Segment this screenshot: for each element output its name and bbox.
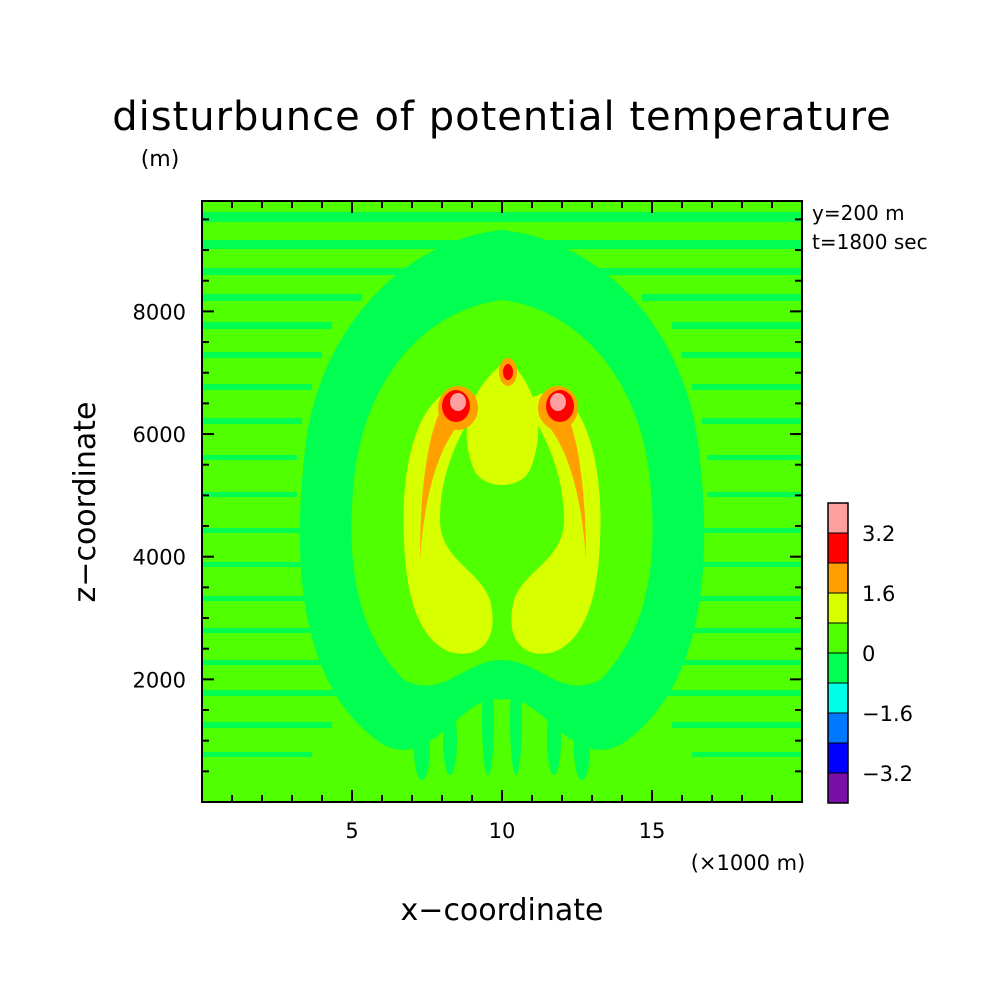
y-tick-label: 6000 <box>133 423 186 447</box>
colorbar-label: 3.2 <box>862 522 895 546</box>
y-tick-label: 8000 <box>133 300 186 324</box>
warm-center-column <box>466 360 539 485</box>
colorbar-swatch <box>827 652 849 684</box>
colorbar-label: 1.6 <box>862 582 895 606</box>
y-tick-labels: 2000 4000 6000 8000 <box>133 300 186 692</box>
colorbar-swatch <box>827 682 849 714</box>
y-tick-label: 2000 <box>133 668 186 692</box>
x-axis-label: x−coordinate <box>401 893 604 928</box>
red-core-center <box>503 364 513 380</box>
x-tick-label: 5 <box>345 819 358 843</box>
colorbar-label: −3.2 <box>862 762 913 786</box>
x-tick-label: 10 <box>489 819 516 843</box>
colorbar-label: −1.6 <box>862 702 913 726</box>
cool-streaks <box>414 665 590 780</box>
cool-bands <box>202 212 802 757</box>
colorbar-swatch <box>827 562 849 594</box>
annotation-t: t=1800 sec <box>812 230 928 254</box>
pink-max-left <box>450 393 466 411</box>
chart-title: disturbunce of potential temperature <box>112 94 892 140</box>
colorbar-swatch <box>827 502 849 534</box>
colorbar-frame <box>827 502 849 804</box>
x-unit-label: (×1000 m) <box>691 851 806 875</box>
colorbar-swatch <box>827 712 849 744</box>
pink-max-right <box>550 393 566 411</box>
x-tick-label: 15 <box>639 819 666 843</box>
y-tick-label: 4000 <box>133 546 186 570</box>
colorbar-label: 0 <box>862 642 875 666</box>
annotation-y: y=200 m <box>812 201 905 225</box>
colorbar-swatch <box>827 532 849 564</box>
colorbar-swatch <box>827 592 849 624</box>
colorbar-swatch <box>827 742 849 774</box>
plot-area: 5 10 15 2000 4000 6000 8000 <box>133 200 803 843</box>
axis-ticks <box>202 201 802 802</box>
colorbar-swatch <box>827 772 849 804</box>
y-axis-label: z−coordinate <box>68 402 103 603</box>
colorbar-swatch <box>827 622 849 654</box>
y-unit-label: (m) <box>141 147 180 172</box>
warm-arc-left <box>403 390 493 654</box>
x-tick-labels: 5 10 15 <box>345 819 665 843</box>
colorbar: 3.2 1.6 0 −1.6 −3.2 <box>827 502 913 804</box>
